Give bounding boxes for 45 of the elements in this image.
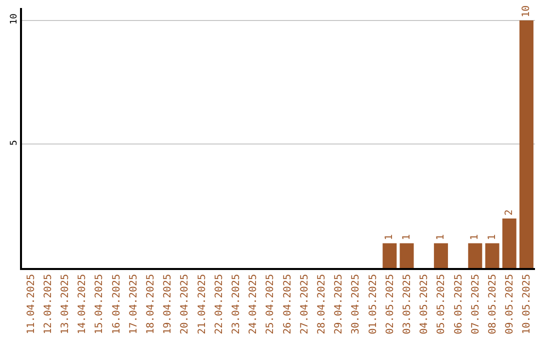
x-tick-label: 09.05.2025 [504,274,516,334]
x-tick-label: 08.05.2025 [488,274,498,334]
bar [519,20,534,268]
bar [400,243,414,268]
x-tick-label: 05.05.2025 [436,274,448,334]
x-tick-label: 23.04.2025 [231,274,242,334]
bar [485,243,500,268]
x-tick-label: 16.04.2025 [111,274,122,334]
x-tick-label: 02.05.2025 [384,274,396,334]
x-tick-label: 10.05.2025 [522,274,533,334]
x-tick-label: 28.04.2025 [316,274,328,334]
x-tick-label: 12.04.2025 [42,274,54,334]
x-tick-label: 06.05.2025 [453,274,464,334]
data-label: 2 [504,209,515,216]
data-label: 10 [520,5,532,18]
x-tick-label: 13.04.2025 [60,274,71,334]
x-tick-label: 21.04.2025 [196,274,208,334]
data-label: 1 [384,234,396,240]
x-tick-label: 27.04.2025 [299,274,310,334]
x-tick-label: 14.04.2025 [77,274,88,334]
x-tick-label: 17.04.2025 [128,274,140,334]
data-label: 1 [486,234,498,240]
bar [502,218,516,268]
x-tick-label: 29.04.2025 [334,274,345,334]
x-tick-label: 03.05.2025 [402,274,413,334]
x-tick-label: 22.04.2025 [214,274,225,334]
x-tick-label: 18.04.2025 [146,274,156,334]
x-tick-label: 30.04.2025 [350,274,362,334]
bar [434,243,448,268]
x-tick-label: 25.04.2025 [265,274,276,334]
x-tick-label: 19.04.2025 [162,274,174,334]
x-tick-label: 26.04.2025 [282,274,294,334]
data-label: 1 [401,234,412,240]
x-tick-label: 20.04.2025 [180,274,191,334]
x-tick-label: 11.04.2025 [26,274,37,334]
data-label: 1 [470,234,481,240]
bar [468,243,482,268]
data-label: 1 [435,234,446,240]
x-tick-label: 04.05.2025 [419,274,430,334]
bar [382,243,397,268]
x-tick-label: 15.04.2025 [94,274,106,334]
x-tick-label: 07.05.2025 [470,274,482,334]
x-tick-label: 24.04.2025 [248,274,260,334]
x-tick-label: 01.05.2025 [368,274,379,334]
y-tick-label: 5 [9,140,20,146]
